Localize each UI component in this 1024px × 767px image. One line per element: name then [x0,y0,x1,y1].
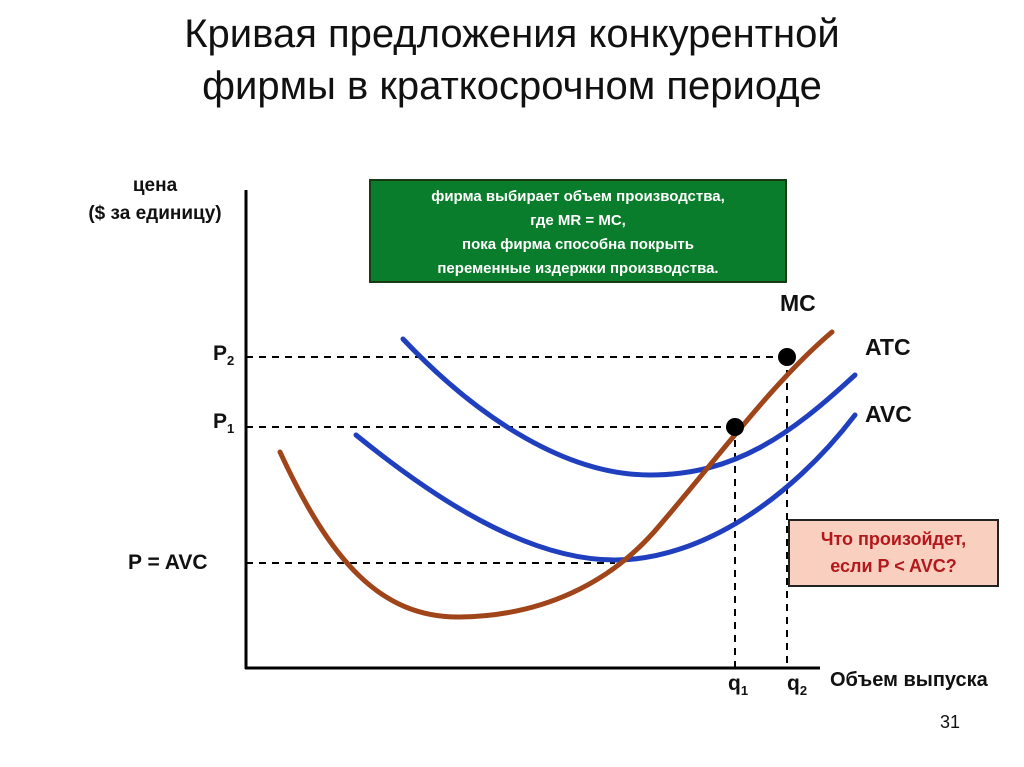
y-axis-label: цена ($ за единицу) [40,172,270,228]
title-line-2: фирмы в краткосрочном периоде [202,64,822,108]
p-avc-label: P = AVC [128,551,208,574]
q1-label: q1 [728,672,749,699]
avc-label: AVC [865,401,912,427]
slide-title: Кривая предложения конкурентной фирмы в … [0,8,1024,112]
title-line-1: Кривая предложения конкурентной [184,12,840,56]
question-box-line-1: Что произойдет, [820,529,967,549]
q2-p2-point [778,348,796,366]
info-box-line-2: где MR = MC, [530,212,626,229]
q1-p1-point [726,418,744,436]
info-box-line-4: переменные издержки производства. [437,260,719,277]
info-box: фирма выбирает объем производства, где M… [369,179,787,283]
y-axis-label-line-1: цена [132,175,178,196]
y-axis-label-line-2: ($ за единицу) [88,203,222,224]
x-axis-label: Объем выпуска [830,669,988,691]
info-box-line-3: пока фирма способна покрыть [462,236,694,253]
mc-label: MC [780,290,816,316]
atc-curve [400,336,858,478]
p2-label: P2 [213,342,235,369]
question-box-line-2: если P < AVC? [830,556,957,576]
p1-label: P1 [213,410,235,437]
question-box: Что произойдет, если P < AVC? [788,519,999,587]
mc-curve [277,329,835,620]
q2-label: q2 [787,672,808,699]
page-number: 31 [940,712,961,732]
atc-label: ATC [865,334,911,360]
avc-curve [353,412,858,563]
info-box-line-1: фирма выбирает объем производства, [431,188,725,205]
